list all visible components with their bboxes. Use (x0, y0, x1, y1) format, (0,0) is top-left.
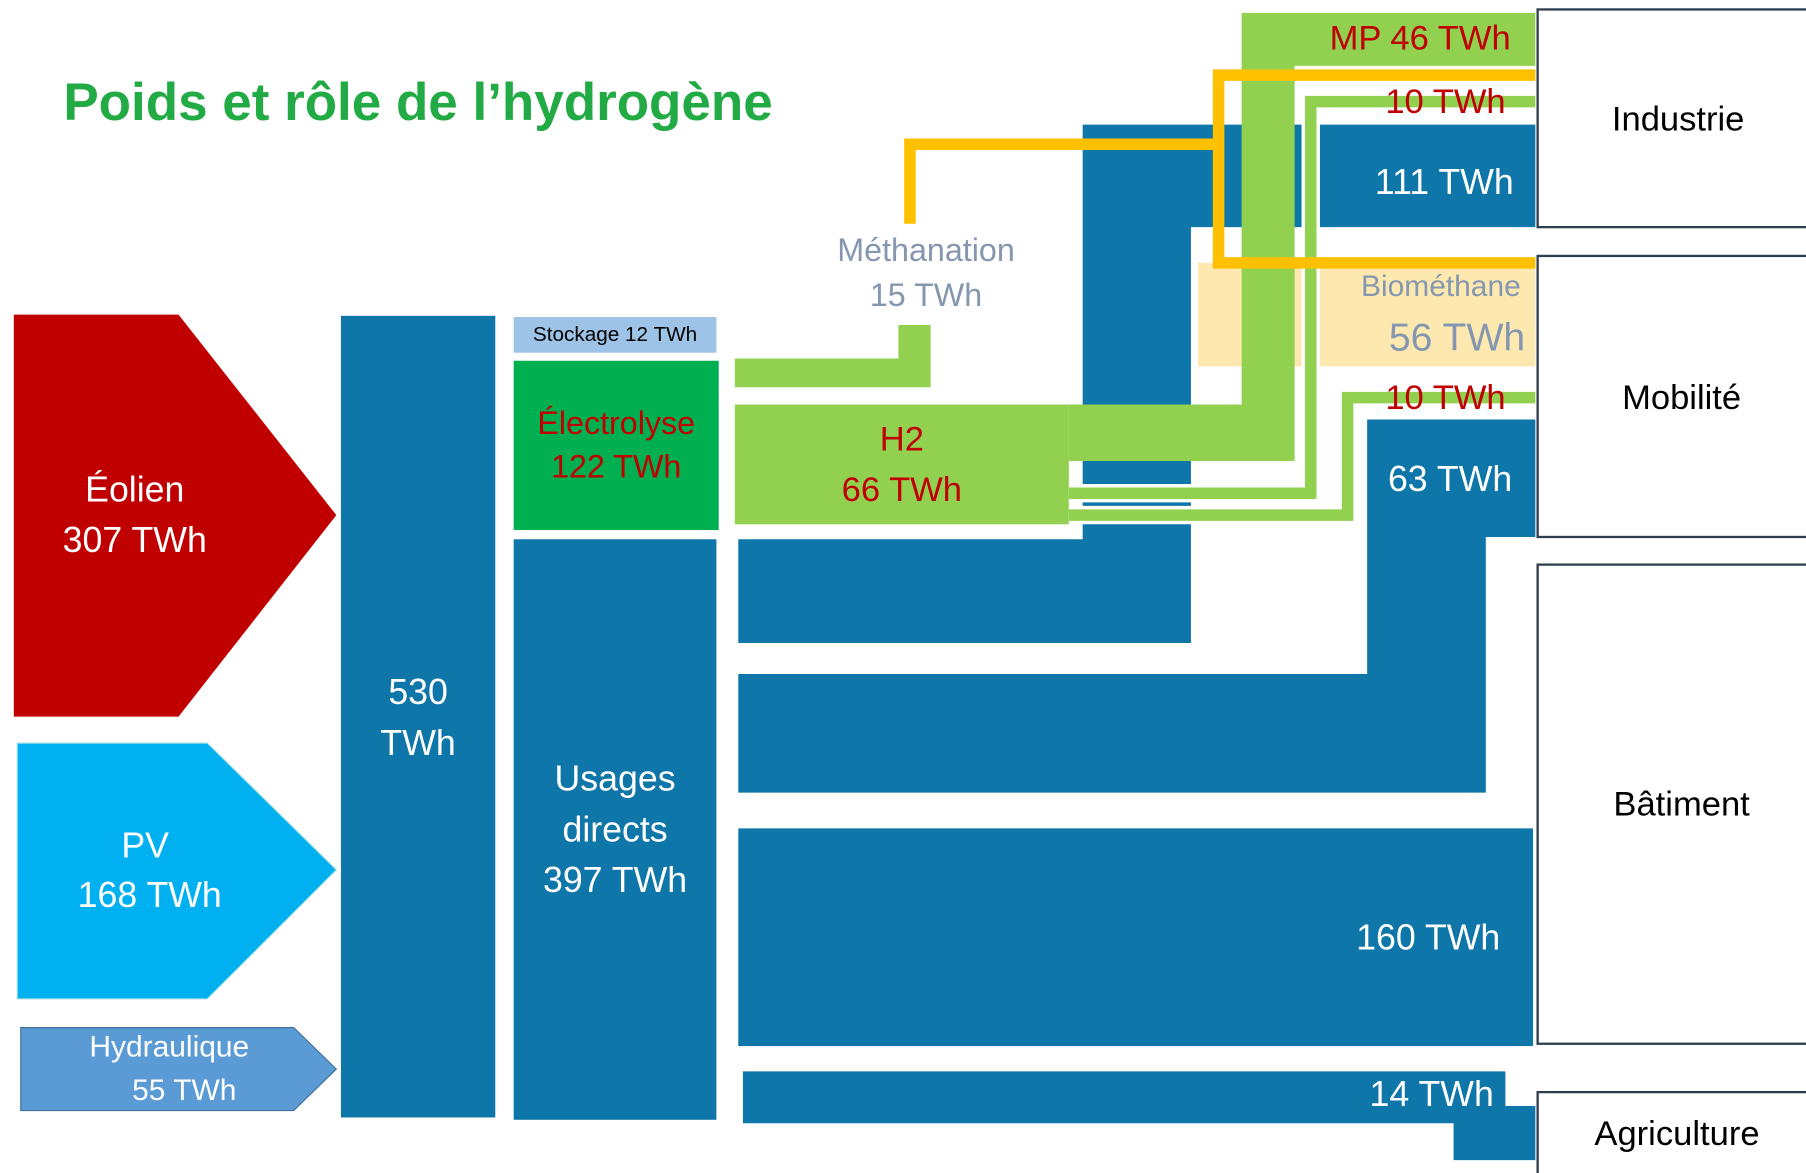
flow-h2-industrie (1068, 95, 1536, 499)
flow-batiment (738, 828, 1534, 1047)
electrolyse-value: 122 TWh (551, 449, 681, 485)
flow-mobilite (738, 419, 1536, 793)
flow-label: MP 46 TWh (1330, 20, 1511, 58)
sector-label: Agriculture (1594, 1115, 1759, 1153)
biomethane-label: Biométhane (1361, 270, 1521, 303)
total-label: 530 (388, 672, 448, 712)
sector-label: Mobilité (1622, 379, 1741, 417)
total-bar (340, 315, 496, 1118)
flow-mp (1068, 12, 1536, 461)
usages-box (513, 539, 717, 1120)
flow-h2-mobilite (1068, 391, 1536, 521)
flow-label: 63 TWh (1388, 459, 1512, 499)
flow-label: 160 TWh (1356, 918, 1500, 958)
h2-box (734, 404, 1069, 525)
sector-box (1536, 254, 1806, 539)
methanation-label: Méthanation (837, 232, 1015, 268)
h2-label: H2 (880, 421, 924, 459)
pv-arrow (16, 742, 338, 1000)
source-value: 307 TWh (63, 520, 207, 560)
flow-label: 10 TWh (1385, 83, 1505, 121)
total-label: TWh (380, 723, 455, 763)
usages-label: directs (562, 809, 667, 849)
sector-box (1536, 1090, 1806, 1173)
flow-methanation (904, 138, 1219, 224)
flow-methanation (1212, 69, 1536, 269)
sector-box (1536, 8, 1806, 229)
biomethane-value: 56 TWh (1389, 316, 1525, 359)
source-value: 55 TWh (132, 1074, 236, 1107)
source-value: 168 TWh (78, 875, 222, 915)
sector-label: Bâtiment (1613, 786, 1750, 824)
stockage-box (513, 316, 717, 353)
stockage-label: Stockage 12 TWh (533, 323, 697, 346)
source-label: PV (121, 825, 169, 865)
usages-label: Usages (555, 759, 676, 799)
source-label: Éolien (85, 469, 184, 509)
flow-label: 14 TWh (1370, 1074, 1494, 1114)
flow-label: 111 TWh (1375, 162, 1514, 202)
flow-stockage (734, 325, 931, 388)
flow-agriculture (742, 1071, 1536, 1161)
sector-box (1536, 563, 1806, 1045)
methanation-value: 15 TWh (870, 277, 982, 313)
usages-value: 397 TWh (543, 860, 687, 900)
electrolyse-box (513, 360, 719, 531)
hydraulique-arrow (20, 1027, 338, 1112)
eolien-arrow (13, 314, 337, 717)
title: Poids et rôle de l’hydrogène (63, 73, 772, 132)
flow-label: 10 TWh (1385, 379, 1505, 417)
sector-label: Industrie (1612, 100, 1745, 138)
flow-industrie (738, 124, 1536, 643)
electrolyse-label: Électrolyse (537, 405, 695, 441)
source-label: Hydraulique (89, 1030, 249, 1063)
h2-value: 66 TWh (842, 471, 962, 509)
